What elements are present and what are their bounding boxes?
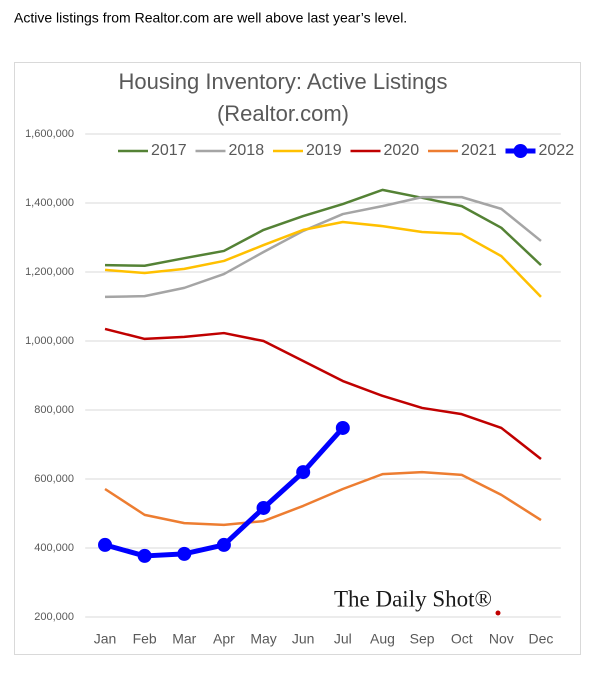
x-tick-label: Aug: [370, 631, 395, 647]
legend-label: 2018: [229, 142, 265, 159]
legend-label: 2017: [151, 142, 187, 159]
x-tick-label: Jun: [292, 631, 315, 647]
point: [256, 500, 271, 515]
x-tick-label: Jul: [334, 631, 352, 647]
watermark: The Daily Shot®: [334, 586, 492, 611]
chart-subtitle: (Realtor.com): [217, 101, 349, 126]
y-tick-label: 800,000: [34, 404, 74, 416]
x-tick-label: Sep: [410, 631, 435, 647]
chart-title: Housing Inventory: Active Listings: [119, 69, 448, 94]
point: [216, 537, 231, 552]
x-tick-label: Jan: [94, 631, 117, 647]
series-line: [104, 327, 542, 460]
y-tick-label: 600,000: [34, 473, 74, 485]
y-tick-label: 1,400,000: [25, 197, 74, 209]
x-tick-label: Oct: [451, 631, 473, 647]
series-line: [104, 220, 542, 298]
legend-label: 2022: [539, 142, 575, 159]
legend-marker: [513, 144, 528, 158]
legend-label: 2019: [306, 142, 342, 159]
caption: Active listings from Realtor.com are wel…: [14, 10, 407, 26]
x-tick-label: Apr: [213, 631, 235, 647]
y-tick-label: 1,200,000: [25, 266, 74, 278]
series-line: [104, 195, 542, 299]
legend-label: 2020: [384, 142, 420, 159]
watermark-dot: [495, 610, 501, 616]
point: [296, 465, 311, 480]
legend-label: 2021: [461, 142, 497, 159]
point: [335, 420, 350, 435]
y-tick-label: 400,000: [34, 542, 74, 554]
x-tick-label: Dec: [529, 631, 554, 647]
x-tick-label: Nov: [489, 631, 514, 647]
y-tick-label: 1,600,000: [25, 128, 74, 140]
x-tick-label: Feb: [133, 631, 157, 647]
y-tick-label: 1,000,000: [25, 335, 74, 347]
series-line: [104, 470, 542, 527]
point: [177, 546, 192, 561]
point: [137, 548, 152, 563]
x-tick-label: May: [250, 631, 276, 647]
series-line: [104, 188, 542, 268]
point: [98, 537, 113, 552]
y-tick-label: 200,000: [34, 611, 74, 623]
x-tick-label: Mar: [172, 631, 196, 647]
